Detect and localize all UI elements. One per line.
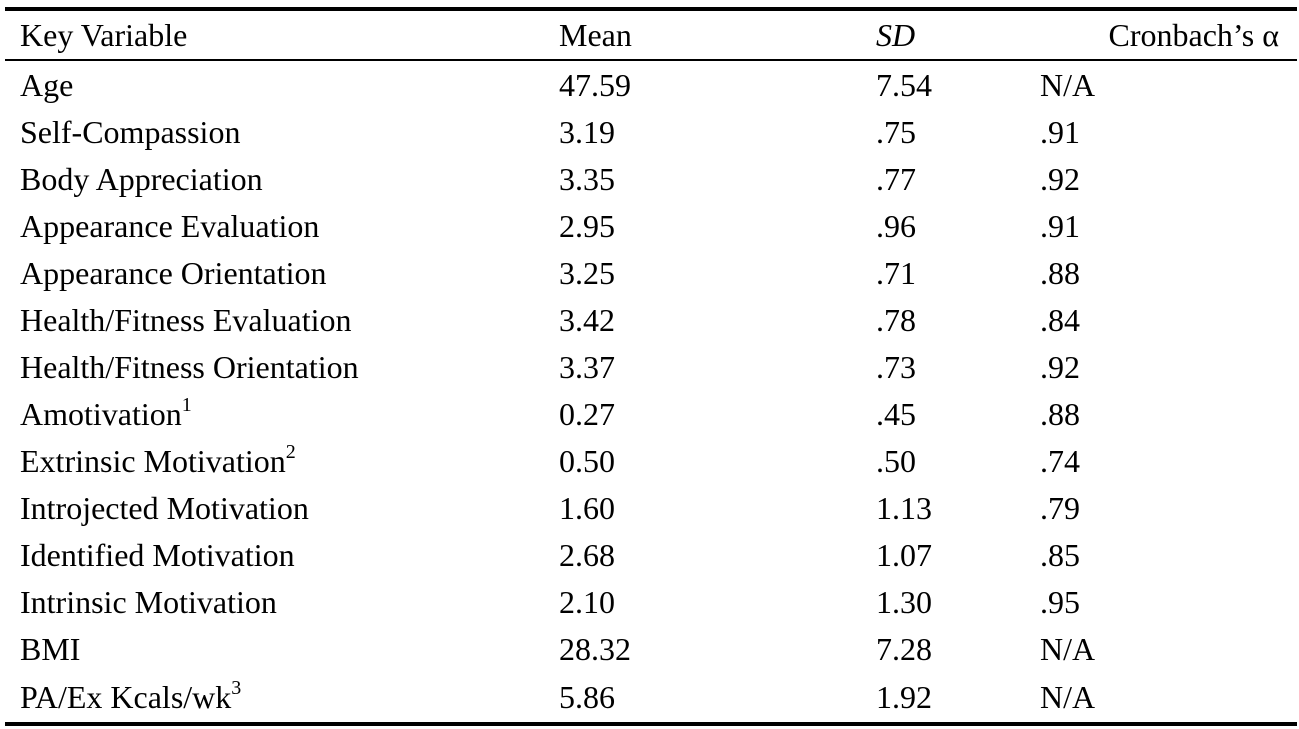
- table-body: Age 47.59 7.54 N/A Self-Compassion 3.19 .75 .91…: [5, 61, 1297, 722]
- table-row: Age 47.59 7.54 N/A: [5, 61, 1297, 108]
- mean-cell: 2.68: [559, 536, 615, 573]
- variable-cell: Appearance Orientation: [5, 257, 545, 289]
- mean-cell: 0.27: [559, 395, 615, 432]
- variable-cell: Introjected Motivation: [5, 492, 545, 524]
- mean-cell: 0.50: [559, 442, 615, 479]
- sd-cell: .78: [876, 301, 916, 338]
- table-row: Appearance Evaluation 2.95 .96 .91: [5, 202, 1297, 249]
- table-row: Health/Fitness Evaluation 3.42 .78 .84: [5, 296, 1297, 343]
- variable-name: PA/Ex Kcals/wk: [20, 679, 232, 715]
- variable-name: Body Appreciation: [20, 160, 263, 197]
- table-row: Introjected Motivation 1.60 1.13 .79: [5, 484, 1297, 531]
- alpha-cell: .79: [1040, 489, 1080, 526]
- header-cronbach-alpha: Cronbach’s α: [1108, 17, 1279, 53]
- variable-cell: Identified Motivation: [5, 539, 545, 571]
- table-row: Intrinsic Motivation 2.10 1.30 .95: [5, 578, 1297, 625]
- descriptive-statistics-table: Key Variable Mean SD Cronbach’s α Age 47.…: [5, 7, 1297, 726]
- mean-cell: 3.35: [559, 160, 615, 197]
- variable-name: Intrinsic Motivation: [20, 583, 277, 620]
- sd-cell: 1.92: [876, 679, 932, 715]
- sd-cell: 1.13: [876, 489, 932, 526]
- variable-cell: BMI: [5, 633, 545, 665]
- header-key-variable: Key Variable: [20, 17, 188, 53]
- alpha-cell: .92: [1040, 348, 1080, 385]
- mean-cell: 1.60: [559, 489, 615, 526]
- alpha-cell: .95: [1040, 583, 1080, 620]
- variable-cell: Health/Fitness Orientation: [5, 351, 545, 383]
- mean-cell: 3.19: [559, 113, 615, 150]
- header-mean: Mean: [559, 17, 632, 53]
- header-sd: SD: [876, 17, 916, 53]
- alpha-cell: N/A: [1040, 630, 1096, 667]
- alpha-cell: .84: [1040, 301, 1080, 338]
- alpha-cell: .88: [1040, 254, 1080, 291]
- mean-cell: 2.10: [559, 583, 615, 620]
- alpha-cell: .91: [1040, 113, 1080, 150]
- table-row: Amotivation1 0.27 .45 .88: [5, 390, 1297, 437]
- alpha-cell: .85: [1040, 536, 1080, 573]
- table-row: Body Appreciation 3.35 .77 .92: [5, 155, 1297, 202]
- alpha-cell: .74: [1040, 442, 1080, 479]
- variable-cell: Body Appreciation: [5, 163, 545, 195]
- variable-cell: Amotivation1: [5, 395, 545, 432]
- sd-cell: .71: [876, 254, 916, 291]
- variable-cell: Appearance Evaluation: [5, 210, 545, 242]
- sd-cell: .73: [876, 348, 916, 385]
- sd-cell: .75: [876, 113, 916, 150]
- variable-cell: Extrinsic Motivation2: [5, 442, 545, 479]
- variable-name: Appearance Evaluation: [20, 207, 320, 244]
- mean-cell: 2.95: [559, 207, 615, 244]
- variable-cell: Intrinsic Motivation: [5, 586, 545, 618]
- footnote-marker: 3: [231, 677, 242, 700]
- table-row: Identified Motivation 2.68 1.07 .85: [5, 531, 1297, 578]
- table-header-row: Key Variable Mean SD Cronbach’s α: [5, 11, 1297, 61]
- sd-cell: 1.07: [876, 536, 932, 573]
- footnote-marker: 1: [181, 393, 192, 416]
- table-row: Health/Fitness Orientation 3.37 .73 .92: [5, 343, 1297, 390]
- table-row: BMI 28.32 7.28 N/A: [5, 625, 1297, 672]
- variable-name: Self-Compassion: [20, 113, 241, 150]
- variable-name: Amotivation: [20, 395, 182, 432]
- alpha-cell: .91: [1040, 207, 1080, 244]
- alpha-cell: N/A: [1040, 66, 1096, 103]
- variable-name: Health/Fitness Orientation: [20, 348, 359, 385]
- table-row: Self-Compassion 3.19 .75 .91: [5, 108, 1297, 155]
- mean-cell: 3.25: [559, 254, 615, 291]
- mean-cell: 3.37: [559, 348, 615, 385]
- variable-cell: Self-Compassion: [5, 116, 545, 148]
- variable-cell: PA/Ex Kcals/wk3: [5, 678, 545, 715]
- variable-name: Introjected Motivation: [20, 489, 309, 526]
- sd-cell: 7.54: [876, 66, 932, 103]
- variable-name: Health/Fitness Evaluation: [20, 301, 352, 338]
- mean-cell: 28.32: [559, 630, 631, 667]
- sd-cell: .45: [876, 395, 916, 432]
- sd-cell: .77: [876, 160, 916, 197]
- sd-cell: 7.28: [876, 630, 932, 667]
- sd-cell: 1.30: [876, 583, 932, 620]
- footnote-marker: 2: [285, 440, 296, 463]
- variable-name: Appearance Orientation: [20, 254, 327, 291]
- variable-name: BMI: [20, 630, 81, 667]
- sd-cell: .50: [876, 442, 916, 479]
- sd-cell: .96: [876, 207, 916, 244]
- mean-cell: 47.59: [559, 66, 631, 103]
- variable-name: Identified Motivation: [20, 536, 295, 573]
- variable-name: Age: [20, 66, 74, 103]
- variable-cell: Age: [5, 69, 545, 101]
- alpha-cell: .92: [1040, 160, 1080, 197]
- table-row: Extrinsic Motivation2 0.50 .50 .74: [5, 437, 1297, 484]
- mean-cell: 3.42: [559, 301, 615, 338]
- variable-cell: Health/Fitness Evaluation: [5, 304, 545, 336]
- alpha-cell: N/A: [1040, 679, 1096, 715]
- alpha-cell: .88: [1040, 395, 1080, 432]
- table-row: PA/Ex Kcals/wk3 5.86 1.92 N/A: [5, 672, 1297, 722]
- mean-cell: 5.86: [559, 679, 615, 715]
- table-row: Appearance Orientation 3.25 .71 .88: [5, 249, 1297, 296]
- variable-name: Extrinsic Motivation: [20, 442, 286, 479]
